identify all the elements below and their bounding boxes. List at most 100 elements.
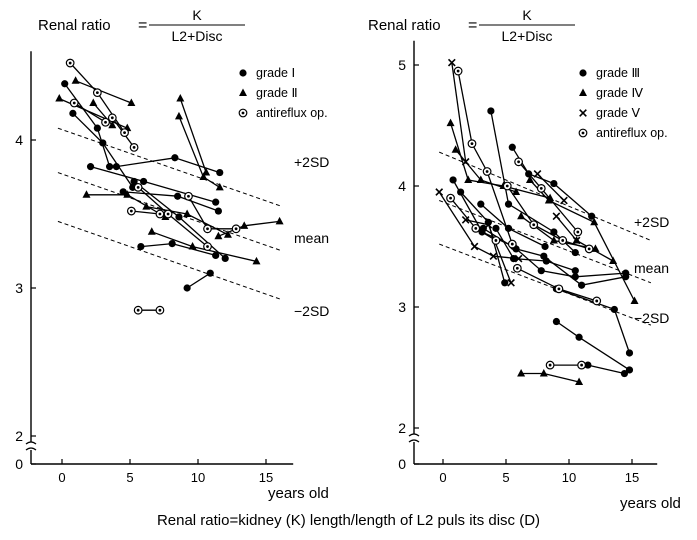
data-point-circle (571, 248, 579, 257)
data-point-ring (120, 128, 129, 138)
x-tick-label: 15 (259, 470, 273, 485)
reference-line-label: mean (294, 230, 329, 246)
data-point-ring-core (505, 184, 509, 188)
data-point-ring (231, 224, 241, 234)
data-point-ring (126, 206, 136, 216)
data-point-circle (571, 273, 579, 281)
x-axis-label: years old (268, 485, 329, 502)
data-point-circle (212, 198, 220, 206)
y-tick-label: 3 (398, 299, 406, 315)
legend-label: grade Ⅲ (596, 66, 640, 80)
data-point-triangle (214, 231, 223, 240)
data-point-ring-core (561, 239, 565, 242)
data-track-line (452, 179, 626, 278)
data-point-ring-core (158, 308, 162, 312)
data-point-ring (502, 181, 512, 191)
data-point-triangle (82, 190, 91, 198)
chart-title-numerator: K (192, 7, 202, 23)
data-point-circle (206, 269, 214, 277)
data-point-cross-stroke (447, 58, 456, 67)
data-point-ring-core (166, 212, 170, 216)
legend-marker-ring-core (241, 111, 245, 115)
data-point-circle (119, 188, 127, 196)
data-point-cross (552, 212, 561, 221)
data-point-ring (592, 296, 602, 306)
data-point-circle (168, 240, 176, 248)
data-point-triangle (446, 118, 455, 127)
data-track-line (438, 191, 519, 260)
data-point-cross-stroke (470, 242, 479, 251)
x-tick-label: 10 (191, 470, 205, 485)
data-point-circle (171, 154, 179, 162)
data-point-ring-core (104, 120, 107, 124)
data-point-circle (625, 366, 634, 374)
data-point-triangle (252, 256, 261, 265)
data-point-triangle (609, 256, 618, 265)
data-point-ring (573, 227, 583, 237)
data-point-ring-core (187, 194, 190, 198)
right-chart-panel: Renal ratio = K L2+Disc 0 2 3 4 5 0 5 10 15 years old… (368, 7, 681, 512)
data-point-ring (155, 209, 165, 219)
data-point-triangle (176, 94, 185, 102)
legend-label: antireflux op. (596, 126, 668, 140)
x-axis-label: years old (620, 495, 681, 512)
legend-label: grade Ⅳ (596, 86, 643, 100)
data-point-circle (137, 242, 145, 251)
data-point-triangle (188, 242, 197, 250)
data-point-cross-stroke (560, 196, 568, 205)
legend-label: grade Ⅴ (596, 106, 640, 120)
data-point-ring-core (485, 170, 489, 173)
data-point-cross (447, 58, 456, 67)
y-tick-label: 0 (398, 456, 406, 472)
x-tick-label: 5 (502, 470, 509, 485)
data-point-ring-core (68, 61, 72, 65)
data-track-line (521, 372, 580, 383)
data-track-line (495, 228, 576, 272)
data-point-circle (449, 176, 457, 184)
data-point-ring (92, 88, 102, 98)
data-point-circle (457, 188, 465, 196)
data-point-ring-core (595, 299, 599, 303)
axis-break-mark (25, 441, 37, 451)
data-point-ring-core (456, 69, 460, 73)
data-point-cross-stroke (489, 252, 498, 261)
data-point-triangle (512, 187, 521, 196)
data-point-cross-stroke (435, 188, 444, 196)
data-track-line (556, 288, 631, 354)
data-point-cross (470, 242, 479, 251)
data-point-ring (577, 360, 586, 370)
chart-title-label: Renal ratio (368, 17, 441, 34)
chart-title-label: Renal ratio (38, 17, 111, 34)
legend-label: antireflux op. (256, 106, 328, 120)
data-point-circle (504, 200, 513, 208)
data-point-triangle (240, 221, 249, 229)
data-point-cross (560, 196, 568, 205)
data-track-line (457, 70, 513, 245)
data-point-cross (514, 254, 523, 263)
data-point-circle (130, 177, 138, 186)
reference-line-label: −2SD (294, 303, 329, 319)
data-track-line (179, 98, 207, 173)
data-point-ring-core (494, 239, 498, 242)
data-point-triangle (127, 98, 136, 106)
y-tick-label: 4 (15, 132, 23, 148)
data-point-ring (558, 236, 568, 245)
data-point-circle (183, 284, 191, 292)
legend-marker-ring-core (581, 131, 585, 135)
data-point-cross-stroke (572, 236, 581, 245)
data-point-cross-stroke (484, 220, 493, 229)
data-point-ring (203, 242, 212, 251)
data-point-triangle (71, 76, 80, 84)
data-point-ring-core (557, 287, 561, 291)
data-point-ring (554, 284, 564, 294)
data-point-ring-core (539, 187, 543, 190)
data-point-circle (93, 124, 101, 132)
data-point-ring (453, 66, 463, 76)
data-point-circle (216, 168, 224, 177)
data-track-line (73, 102, 106, 123)
data-point-circle (214, 207, 222, 215)
data-point-ring (129, 142, 139, 152)
data-point-ring (446, 193, 455, 203)
data-point-circle (552, 317, 561, 326)
data-point-circle (175, 213, 183, 221)
